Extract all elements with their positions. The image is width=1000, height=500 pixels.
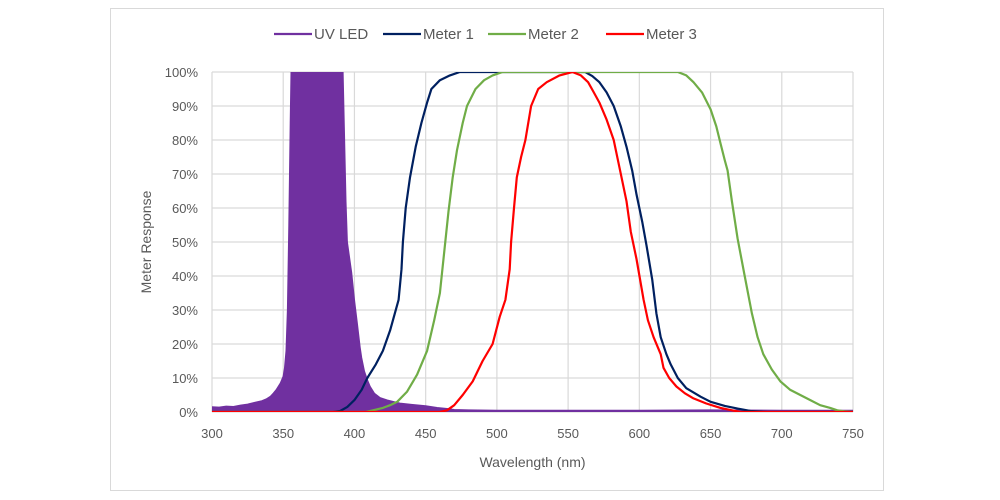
series-meter-3-line bbox=[212, 72, 853, 412]
axes: 0% 10% 20% 30% 40% 50% 60% 70% 80% 90% 100% 300 350 4… bbox=[165, 65, 864, 441]
legend-label: Meter 3 bbox=[646, 26, 697, 43]
y-tick-label: 80% bbox=[172, 133, 198, 148]
y-tick-label: 90% bbox=[172, 99, 198, 114]
x-tick-label: 700 bbox=[771, 426, 793, 441]
y-tick-label: 40% bbox=[172, 269, 198, 284]
series-layer bbox=[212, 72, 853, 412]
x-tick-label: 300 bbox=[201, 426, 223, 441]
y-axis-title: Meter Response bbox=[138, 190, 154, 293]
series-uv-led-area bbox=[212, 72, 853, 412]
x-tick-label: 650 bbox=[700, 426, 722, 441]
y-tick-label: 70% bbox=[172, 167, 198, 182]
legend-label: UV LED bbox=[314, 26, 368, 43]
x-tick-label: 350 bbox=[272, 426, 294, 441]
y-tick-label: 50% bbox=[172, 235, 198, 250]
x-tick-label: 450 bbox=[415, 426, 437, 441]
series-meter-1-line bbox=[212, 72, 853, 412]
y-tick-label: 0% bbox=[179, 405, 198, 420]
x-tick-label: 550 bbox=[557, 426, 579, 441]
y-tick-label: 60% bbox=[172, 201, 198, 216]
x-tick-label: 750 bbox=[842, 426, 864, 441]
legend-label: Meter 2 bbox=[528, 26, 579, 43]
x-tick-label: 600 bbox=[628, 426, 650, 441]
y-tick-label: 100% bbox=[165, 65, 199, 80]
series-meter-2-line bbox=[212, 72, 853, 412]
x-tick-label: 400 bbox=[344, 426, 366, 441]
legend: UV LED Meter 1 Meter 2 Meter 3 bbox=[274, 26, 697, 43]
y-tick-label: 10% bbox=[172, 371, 198, 386]
x-tick-label: 500 bbox=[486, 426, 508, 441]
legend-label: Meter 1 bbox=[423, 26, 474, 43]
y-tick-label: 20% bbox=[172, 337, 198, 352]
x-axis-title: Wavelength (nm) bbox=[479, 454, 585, 470]
y-tick-label: 30% bbox=[172, 303, 198, 318]
